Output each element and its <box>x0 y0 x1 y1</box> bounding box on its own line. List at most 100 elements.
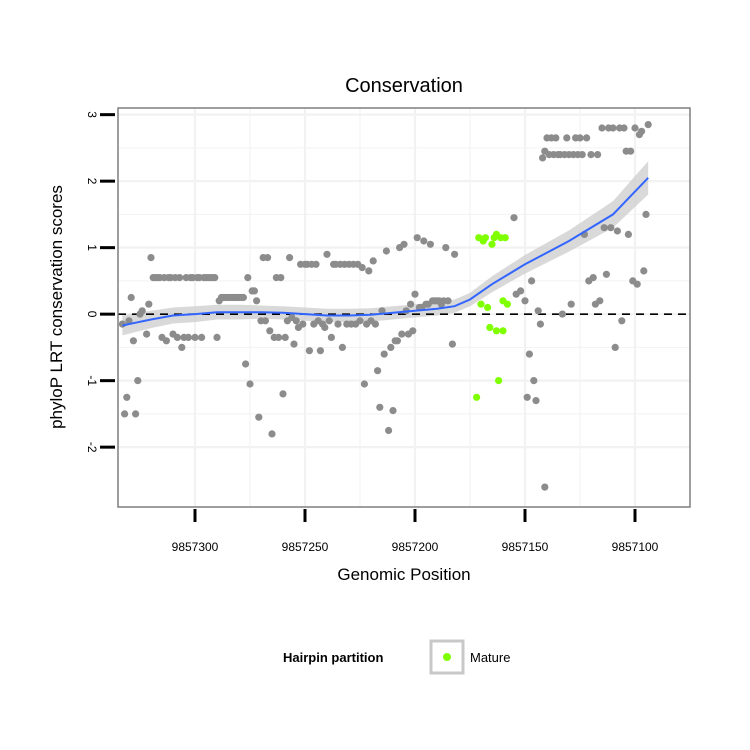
data-point-mature <box>473 393 481 401</box>
data-point-other <box>523 393 531 401</box>
data-point-other <box>277 274 285 282</box>
data-point-other <box>371 320 379 328</box>
data-point-other <box>143 330 151 338</box>
data-point-other <box>365 267 373 275</box>
data-point-other <box>609 124 617 132</box>
data-point-other <box>517 287 525 295</box>
x-tick-label: 9857250 <box>282 540 329 554</box>
data-point-other <box>275 333 283 341</box>
data-point-other <box>534 307 542 315</box>
data-point-other <box>360 380 368 388</box>
data-point-other <box>644 121 652 129</box>
y-tick-label: -2 <box>85 442 99 453</box>
legend-label-mature: Mature <box>470 650 510 665</box>
data-point-other <box>620 124 628 132</box>
data-point-other <box>420 237 428 245</box>
data-point-other <box>563 134 571 142</box>
data-point-other <box>132 410 140 418</box>
data-point-other <box>327 333 335 341</box>
data-point-other <box>600 224 608 232</box>
data-point-other <box>147 254 155 262</box>
data-point-other <box>211 274 219 282</box>
data-point-other <box>448 340 456 348</box>
data-point-other <box>253 297 261 305</box>
data-point-other <box>532 397 540 405</box>
data-point-other <box>578 151 586 159</box>
data-point-other <box>198 333 206 341</box>
y-tick-label: 0 <box>85 311 99 318</box>
data-point-other <box>640 267 648 275</box>
data-point-other <box>385 426 393 435</box>
data-point-other <box>387 343 395 351</box>
data-point-other <box>292 317 300 325</box>
data-point-other <box>426 240 434 248</box>
data-point-other <box>191 333 199 341</box>
data-point-other <box>123 393 131 401</box>
data-point-other <box>246 380 254 388</box>
data-point-other <box>127 293 135 302</box>
data-point-other <box>213 333 221 341</box>
data-point-other <box>239 293 247 302</box>
data-point-mature <box>486 323 494 332</box>
data-point-other <box>145 300 153 308</box>
data-point-other <box>266 327 274 335</box>
data-point-other <box>631 124 639 132</box>
x-tick-label: 9857300 <box>172 540 219 554</box>
plot-panel-border <box>117 107 691 508</box>
data-point-other <box>325 317 333 325</box>
confidence-band <box>122 161 649 336</box>
data-point-other <box>356 317 364 325</box>
data-point-other <box>409 327 417 335</box>
data-point-mature <box>492 327 500 335</box>
data-point-other <box>598 124 606 132</box>
data-point-other <box>184 333 192 341</box>
data-point-other <box>242 360 250 368</box>
data-point-other <box>290 340 298 348</box>
x-tick-label: 9857150 <box>502 540 549 554</box>
data-point-other <box>624 230 633 238</box>
x-axis-ticks: 9857300 9857250 9857200 9857150 9857100 <box>172 509 659 554</box>
data-point-other <box>633 280 641 288</box>
data-point-other <box>334 320 342 328</box>
data-point-other <box>442 244 450 252</box>
data-point-other <box>173 333 181 341</box>
data-point-other <box>528 277 536 285</box>
data-point-other <box>583 134 591 142</box>
x-tick-label: 9857200 <box>392 540 439 554</box>
data-point-other <box>279 390 287 398</box>
data-point-other <box>618 317 626 325</box>
data-point-mature <box>484 303 492 312</box>
data-point-other <box>162 337 170 345</box>
data-point-other <box>541 483 549 491</box>
data-point-other <box>255 413 263 421</box>
y-axis-title: phyloP LRT conservation scores <box>47 185 66 429</box>
data-point-other <box>264 254 272 262</box>
data-point-other <box>323 250 331 258</box>
data-point-other <box>358 264 366 272</box>
data-point-other <box>261 317 269 325</box>
data-point-other <box>594 151 602 159</box>
data-point-other <box>398 330 406 338</box>
y-tick-label: 1 <box>85 244 99 251</box>
data-point-other <box>530 377 538 385</box>
data-point-other <box>393 337 401 345</box>
data-point-other <box>286 254 294 262</box>
data-point-other <box>138 307 146 315</box>
data-point-other <box>521 297 529 305</box>
data-point-other <box>602 270 611 278</box>
data-point-other <box>389 407 397 415</box>
data-point-other <box>407 300 415 308</box>
data-point-other <box>178 343 186 351</box>
data-point-other <box>312 260 320 268</box>
data-point-other <box>125 317 133 325</box>
data-point-other <box>567 300 575 308</box>
data-point-other <box>374 367 382 375</box>
confidence-band-area <box>122 161 649 336</box>
data-point-other <box>369 257 377 265</box>
data-point-other <box>129 337 137 345</box>
data-point-other <box>552 134 560 142</box>
data-point-other <box>627 147 635 155</box>
data-point-other <box>400 240 408 248</box>
data-point-other <box>305 347 313 355</box>
